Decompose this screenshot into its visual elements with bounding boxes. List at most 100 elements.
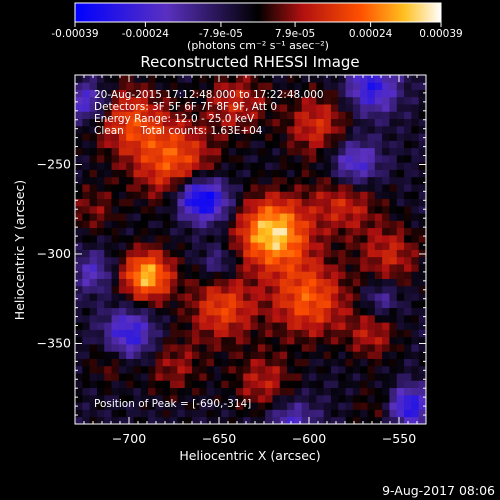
heatmap-cell xyxy=(162,104,171,112)
heatmap-cell xyxy=(192,329,200,338)
heatmap-cell xyxy=(82,271,91,279)
heatmap-cell xyxy=(309,169,317,178)
heatmap-cell xyxy=(177,300,186,309)
heatmap-cell xyxy=(133,242,142,250)
heatmap-cell xyxy=(177,344,186,352)
heatmap-cell xyxy=(360,387,368,396)
heatmap-cell xyxy=(404,249,412,258)
heatmap-cell xyxy=(257,271,266,279)
heatmap-cell xyxy=(155,314,164,323)
heatmap-cell xyxy=(338,365,346,374)
heatmap-cell xyxy=(309,198,317,207)
heatmap-cell xyxy=(177,365,186,374)
heatmap-cell xyxy=(148,329,156,338)
heatmap-cell xyxy=(404,82,412,90)
heatmap-cell xyxy=(345,234,354,243)
heatmap-cell xyxy=(199,198,208,207)
heatmap-cell xyxy=(184,154,193,163)
heatmap-cell xyxy=(338,169,346,178)
heatmap-cell xyxy=(104,365,112,374)
heatmap-cell xyxy=(330,75,339,83)
heatmap-cell xyxy=(338,82,346,90)
heatmap-cell xyxy=(360,300,368,309)
heatmap-cell xyxy=(352,133,361,141)
heatmap-cell xyxy=(184,365,193,374)
heatmap-cell xyxy=(111,213,120,221)
heatmap-cell xyxy=(82,242,91,250)
heatmap-cell xyxy=(323,285,332,294)
heatmap-cell xyxy=(148,409,156,418)
heatmap-cell xyxy=(206,271,215,279)
heatmap-cell xyxy=(140,307,149,316)
heatmap-cell xyxy=(352,365,361,374)
heatmap-cell xyxy=(140,118,149,127)
heatmap-cell xyxy=(89,329,98,338)
heatmap-cell xyxy=(235,314,244,323)
heatmap-cell xyxy=(235,191,244,199)
heatmap-cell xyxy=(118,365,127,374)
heatmap-cell xyxy=(396,322,405,330)
heatmap-cell xyxy=(213,358,222,367)
heatmap-cell xyxy=(140,82,149,90)
heatmap-cell xyxy=(221,154,229,163)
heatmap-cell xyxy=(155,242,164,250)
heatmap-cell xyxy=(345,169,354,178)
heatmap-cell xyxy=(118,249,127,258)
axis-ticks: −700 −650 −600 −550−250−300−350 xyxy=(37,75,426,446)
heatmap-cell xyxy=(96,358,105,367)
heatmap-cell xyxy=(352,394,361,403)
heatmap-cell xyxy=(206,227,215,236)
heatmap-cell xyxy=(111,169,120,178)
heatmap-cell xyxy=(411,264,420,272)
heatmap-cell xyxy=(338,118,346,127)
heatmap-cell xyxy=(367,198,376,207)
heatmap-cell xyxy=(75,154,83,163)
heatmap-cell xyxy=(367,111,376,120)
heatmap-cell xyxy=(228,89,237,98)
heatmap-cell xyxy=(374,242,383,250)
heatmap-cell xyxy=(75,271,83,279)
heatmap-cell xyxy=(96,285,105,294)
heatmap-cell xyxy=(162,409,171,418)
heatmap-cell xyxy=(389,336,398,345)
heatmap-cell xyxy=(360,373,368,381)
heatmap-cell xyxy=(352,278,361,287)
heatmap-cell xyxy=(411,154,420,163)
heatmap-cell xyxy=(265,329,273,338)
heatmap-cell xyxy=(82,256,91,265)
heatmap-cell xyxy=(126,75,134,83)
heatmap-cell xyxy=(374,387,383,396)
heatmap-cell xyxy=(235,198,244,207)
heatmap-cell xyxy=(199,329,208,338)
heatmap-cell xyxy=(89,365,98,374)
heatmap-cell xyxy=(221,111,229,120)
heatmap-cell xyxy=(374,416,383,425)
heatmap-cell xyxy=(118,416,127,425)
heatmap-cell xyxy=(309,351,317,359)
heatmap-cell xyxy=(104,344,112,352)
heatmap-cell xyxy=(228,278,237,287)
heatmap-cell xyxy=(111,365,120,374)
heatmap-cell xyxy=(126,154,134,163)
heatmap-cell xyxy=(104,96,112,105)
heatmap-cell xyxy=(360,82,368,90)
heatmap-cell xyxy=(206,220,215,229)
heatmap-cell xyxy=(294,380,303,389)
heatmap-cell xyxy=(360,336,368,345)
heatmap-cell xyxy=(382,220,390,229)
heatmap-cell xyxy=(345,336,354,345)
heatmap-cell xyxy=(192,365,200,374)
heatmap-cell xyxy=(404,365,412,374)
heatmap-cell xyxy=(257,285,266,294)
heatmap-cell xyxy=(330,293,339,301)
heatmap-cell xyxy=(221,169,229,178)
heatmap-cell xyxy=(272,344,281,352)
heatmap-cell xyxy=(96,198,105,207)
heatmap-cell xyxy=(404,234,412,243)
heatmap-cell xyxy=(382,344,390,352)
heatmap-cell xyxy=(338,271,346,279)
heatmap-cell xyxy=(404,264,412,272)
heatmap-cell xyxy=(382,307,390,316)
heatmap-cell xyxy=(96,234,105,243)
heatmap-cell xyxy=(404,322,412,330)
